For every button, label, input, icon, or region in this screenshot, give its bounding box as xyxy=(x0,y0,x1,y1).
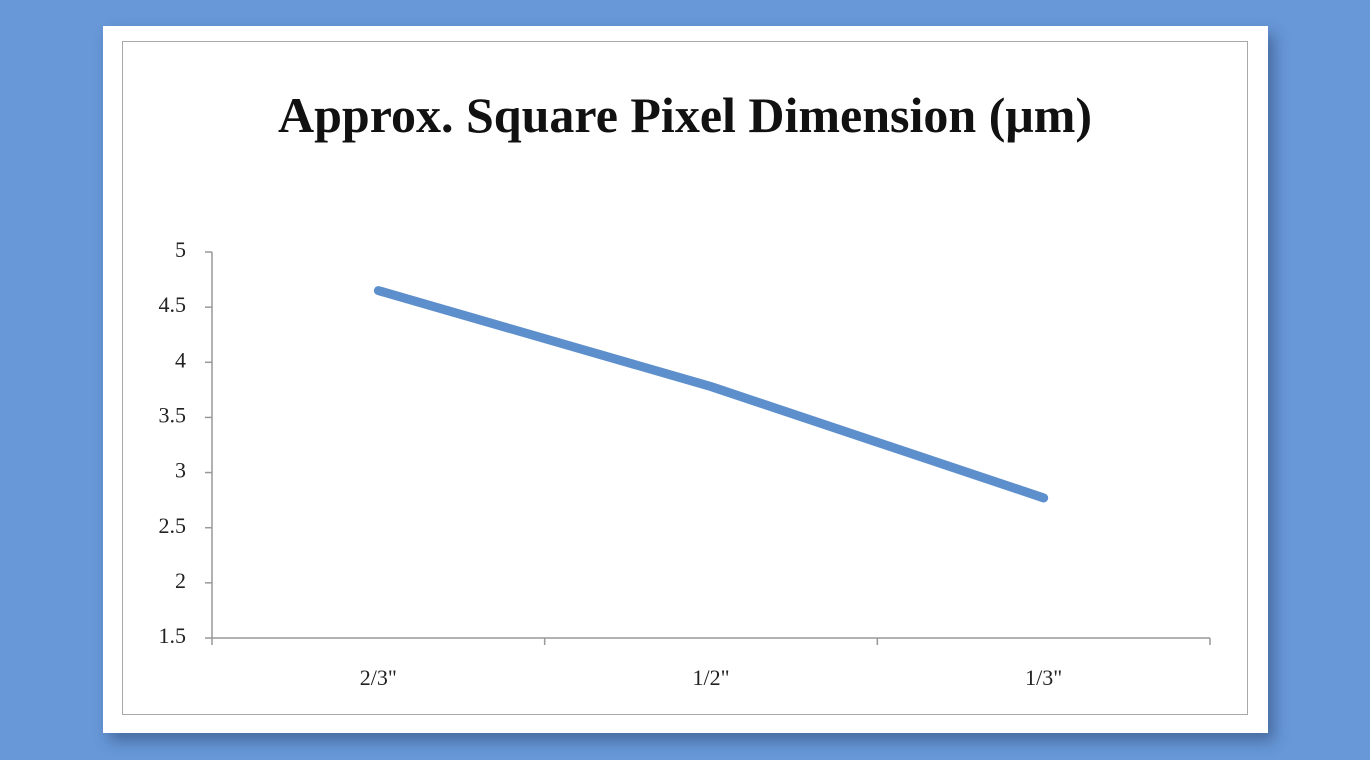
y-tick-label: 2 xyxy=(175,568,186,593)
y-tick-label: 3 xyxy=(175,458,186,483)
y-tick-label: 5 xyxy=(175,237,186,262)
y-tick-label: 4 xyxy=(175,347,186,372)
chart: 1.5 2 2.5 3 3.5 4 4.5 5 2/3" 1/2" 1/3" xyxy=(159,237,1211,690)
x-tick-label: 1/2" xyxy=(692,665,729,690)
y-tick-label: 4.5 xyxy=(159,292,187,317)
x-tick-label: 2/3" xyxy=(360,665,397,690)
y-tick-label: 3.5 xyxy=(159,402,187,427)
chart-title: Approx. Square Pixel Dimension (μm) xyxy=(277,87,1093,143)
chart-card: Approx. Square Pixel Dimension (μm) 1.5 2… xyxy=(103,26,1268,733)
data-line xyxy=(373,286,1049,503)
y-tick-label: 2.5 xyxy=(159,513,187,538)
chart-frame xyxy=(122,41,1248,715)
y-tick-label: 1.5 xyxy=(159,623,187,648)
x-tick-label: 1/3" xyxy=(1025,665,1062,690)
